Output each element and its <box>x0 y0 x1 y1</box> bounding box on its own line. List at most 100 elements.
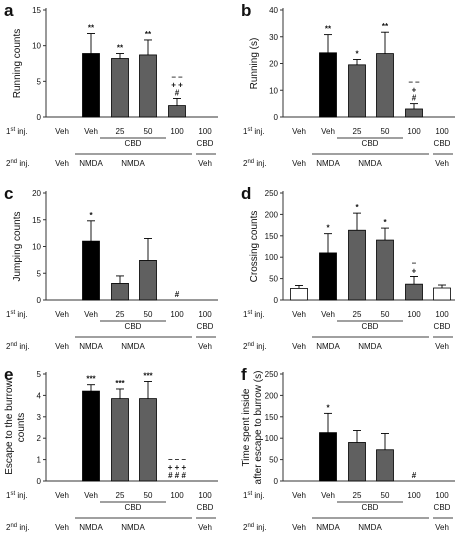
second-injection-value: NMDA <box>358 159 382 168</box>
significance-marker: + <box>412 86 417 95</box>
y-axis-label-line: Running counts <box>12 29 23 99</box>
y-tick-label: 0 <box>37 113 42 122</box>
second-injection-value: NMDA <box>121 523 145 532</box>
y-axis-label: Running (s) <box>249 38 260 90</box>
y-axis-label-line: Escape to the burrow <box>4 379 15 474</box>
significance-marker: ** <box>88 24 95 33</box>
significance-marker: – – <box>171 72 183 81</box>
bar <box>111 398 129 482</box>
y-axis-label: Escape to the burrowcounts <box>4 379 27 474</box>
y-tick-label: 40 <box>269 6 278 15</box>
first-injection-value: Veh <box>84 127 98 136</box>
y-tick-label: 5 <box>37 77 42 86</box>
y-tick-label: 50 <box>269 456 278 465</box>
bar <box>376 53 394 118</box>
significance-marker: *** <box>86 375 96 384</box>
first-injection-value: 50 <box>144 127 153 136</box>
first-injection-value: 100 <box>407 127 421 136</box>
bar <box>376 449 394 482</box>
first-injection-value: Veh <box>84 310 98 319</box>
y-axis-label: Running counts <box>12 29 23 99</box>
bar <box>82 53 100 118</box>
y-tick-label: 200 <box>265 391 279 400</box>
y-tick-label: 0 <box>37 477 42 486</box>
significance-marker: # # # <box>168 471 186 480</box>
y-tick-label: 150 <box>265 232 279 241</box>
first-injection-value: 100 <box>198 127 212 136</box>
y-tick-label: 30 <box>269 33 278 42</box>
first-injection-value: 100 <box>435 491 449 500</box>
y-axis-label: Time spent insideafter escape to burrow … <box>241 371 264 485</box>
significance-marker: + + + <box>168 463 187 472</box>
injection-suffix: inj. <box>17 523 29 532</box>
first-injection-value: 25 <box>353 310 362 319</box>
injection-suffix: inj. <box>15 491 27 500</box>
cbd-group-label: CBD <box>125 322 142 331</box>
first-injection-label: 1st inj. <box>243 127 265 136</box>
y-tick-label: 20 <box>269 60 278 69</box>
injection-suffix: inj. <box>254 523 266 532</box>
second-injection-value: Veh <box>292 159 306 168</box>
y-tick-label: 15 <box>32 216 41 225</box>
cbd-single-label: CBD <box>197 322 214 331</box>
bar <box>82 240 100 301</box>
bar <box>405 283 423 301</box>
y-tick-label: 4 <box>37 391 42 400</box>
second-injection-value: Veh <box>435 523 449 532</box>
second-injection-value: Veh <box>435 159 449 168</box>
second-injection-label: 2nd inj. <box>6 342 30 351</box>
panel-letter: f <box>241 365 247 384</box>
superscript: nd <box>10 159 17 165</box>
y-tick-label: 100 <box>265 253 279 262</box>
first-injection-label: 1st inj. <box>6 491 28 500</box>
injection-suffix: inj. <box>15 310 27 319</box>
second-injection-value: Veh <box>198 159 212 168</box>
injection-suffix: inj. <box>252 127 264 136</box>
y-tick-label: 5 <box>37 370 42 379</box>
bar <box>139 260 157 301</box>
panel-c: c Jumping counts 0 5 10 15 20 * #1st inj. Veh Veh 2… <box>4 184 218 351</box>
cbd-single-label: CBD <box>197 139 214 148</box>
y-axis-label: Crossing counts <box>249 211 260 283</box>
significance-marker: – – – <box>168 455 186 464</box>
significance-marker: * <box>326 403 330 412</box>
second-injection-label: 2nd inj. <box>6 159 30 168</box>
first-injection-value: Veh <box>55 310 69 319</box>
bar <box>82 390 100 482</box>
second-injection-value: NMDA <box>121 159 145 168</box>
significance-marker: *** <box>115 379 125 388</box>
cbd-single-label: CBD <box>197 503 214 512</box>
y-axis-label-line: Jumping counts <box>12 211 23 281</box>
panel-d: d Crossing counts 0 50 100 150 200 250 * * * –+1st … <box>241 184 455 351</box>
significance-marker: * <box>355 49 359 58</box>
second-injection-value: Veh <box>292 523 306 532</box>
significance-marker: *** <box>143 371 153 380</box>
y-tick-label: 150 <box>265 413 279 422</box>
first-injection-value: 100 <box>435 127 449 136</box>
superscript: nd <box>247 342 254 348</box>
bar <box>290 288 308 301</box>
injection-suffix: inj. <box>254 159 266 168</box>
superscript: st <box>247 491 252 497</box>
superscript: nd <box>247 159 254 165</box>
significance-marker: # <box>175 290 180 299</box>
first-injection-value: 100 <box>170 127 184 136</box>
cbd-group-label: CBD <box>362 322 379 331</box>
y-tick-label: 0 <box>37 296 42 305</box>
injection-suffix: inj. <box>17 159 29 168</box>
superscript: st <box>10 491 15 497</box>
y-axis-label-line: counts <box>16 413 27 442</box>
y-axis-label-line: Crossing counts <box>249 211 260 283</box>
significance-marker: ** <box>117 44 124 53</box>
significance-marker: ** <box>382 22 389 31</box>
second-injection-value: NMDA <box>121 342 145 351</box>
first-injection-value: 100 <box>170 491 184 500</box>
cbd-single-label: CBD <box>434 139 451 148</box>
y-tick-label: 10 <box>269 86 278 95</box>
second-injection-value: NMDA <box>79 342 103 351</box>
bar <box>376 239 394 301</box>
first-injection-value: 25 <box>353 127 362 136</box>
injection-suffix: inj. <box>252 491 264 500</box>
